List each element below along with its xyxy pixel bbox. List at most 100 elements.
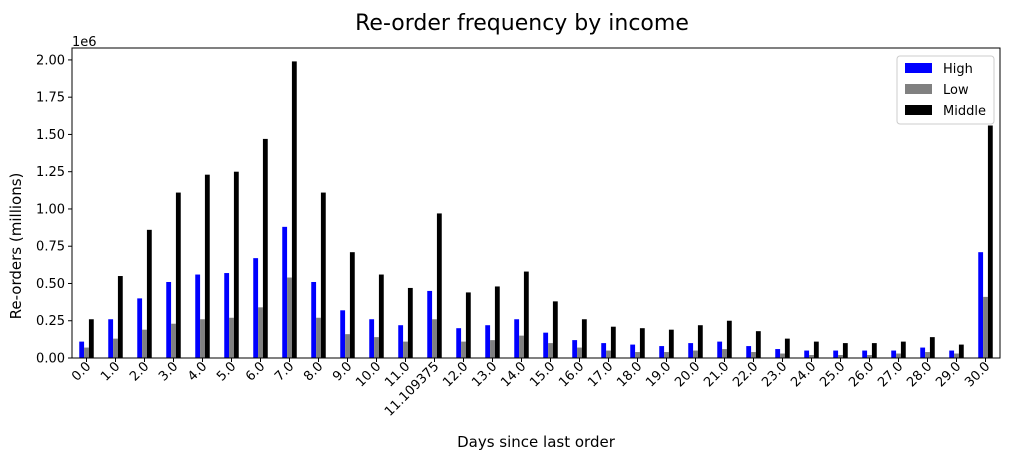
bar-high-21.0 xyxy=(717,341,723,358)
bar-low-27.0 xyxy=(896,353,901,358)
bar-low-7.0 xyxy=(287,277,292,358)
x-tick-label: 26.0 xyxy=(846,359,877,390)
bar-high-15.0 xyxy=(543,332,549,358)
bar-middle-21.0 xyxy=(726,320,732,358)
legend-swatch-low xyxy=(905,84,932,94)
y-offset-text: 1e6 xyxy=(72,35,97,50)
bar-low-1.0 xyxy=(113,338,118,359)
bar-middle-25.0 xyxy=(842,343,848,358)
bar-high-3.0 xyxy=(166,281,172,358)
x-tick-label: 21.0 xyxy=(701,359,732,390)
bar-high-18.0 xyxy=(630,344,636,358)
bar-low-4.0 xyxy=(200,319,205,358)
bar-middle-20.0 xyxy=(697,325,703,358)
bar-middle-12.0 xyxy=(465,292,471,358)
plot-frame xyxy=(71,47,1001,359)
bar-middle-11.0 xyxy=(407,287,413,358)
bar-middle-15.0 xyxy=(552,301,558,358)
x-tick-label: 30.0 xyxy=(962,359,993,390)
x-tick-label: 28.0 xyxy=(904,359,935,390)
bar-low-11.0 xyxy=(403,341,408,358)
x-tick-label: 27.0 xyxy=(875,359,906,390)
bar-high-24.0 xyxy=(804,350,810,358)
bars-layer xyxy=(79,61,993,359)
x-tick-label: 6.0 xyxy=(243,359,268,384)
x-tick-label: 7.0 xyxy=(272,359,297,384)
bar-high-26.0 xyxy=(862,350,868,358)
bar-low-25.0 xyxy=(838,355,843,358)
y-tick-label: 1.50 xyxy=(36,128,65,143)
bar-low-19.0 xyxy=(664,352,669,358)
x-tick-label: 1.0 xyxy=(98,359,123,384)
bar-middle-19.0 xyxy=(668,329,674,358)
y-tick-label: 2.00 xyxy=(36,53,65,68)
bar-high-17.0 xyxy=(601,343,607,358)
bar-low-17.0 xyxy=(606,350,611,358)
bar-middle-6.0 xyxy=(262,138,268,358)
x-tick-label: 0.0 xyxy=(69,359,94,384)
x-tick-label: 22.0 xyxy=(730,359,761,390)
bar-high-6.0 xyxy=(253,258,259,358)
bar-middle-7.0 xyxy=(291,61,297,358)
legend-label-high: High xyxy=(943,62,973,77)
bar-middle-23.0 xyxy=(784,338,790,359)
y-tick-label: 0.00 xyxy=(36,352,65,367)
y-tick-label: 1.00 xyxy=(36,202,65,217)
bar-middle-29.0 xyxy=(958,344,964,358)
bar-high-30.0 xyxy=(978,252,984,358)
bar-middle-27.0 xyxy=(900,341,906,358)
bar-low-22.0 xyxy=(751,352,756,358)
x-axis-label: Days since last order xyxy=(457,433,616,451)
x-tick-label: 8.0 xyxy=(301,359,326,384)
bar-high-5.0 xyxy=(224,273,230,358)
chart-title: Re-order frequency by income xyxy=(355,11,689,36)
bar-low-14.0 xyxy=(519,335,524,358)
bar-middle-11.109375 xyxy=(436,213,442,358)
x-tick-label: 13.0 xyxy=(469,359,500,390)
bar-high-25.0 xyxy=(833,350,839,358)
bar-low-12.0 xyxy=(461,341,466,358)
x-tick-label: 20.0 xyxy=(672,359,703,390)
bar-high-9.0 xyxy=(340,310,346,358)
bar-high-28.0 xyxy=(920,347,926,358)
bar-high-20.0 xyxy=(688,343,694,358)
x-tick-label: 15.0 xyxy=(527,359,558,390)
legend-label-low: Low xyxy=(943,83,969,98)
bar-high-1.0 xyxy=(108,319,114,358)
bar-middle-14.0 xyxy=(523,271,529,358)
bar-low-26.0 xyxy=(867,355,872,358)
bar-middle-28.0 xyxy=(929,337,935,358)
bar-middle-24.0 xyxy=(813,341,819,358)
x-tick-label: 9.0 xyxy=(330,359,355,384)
bar-high-0.0 xyxy=(79,341,85,358)
y-axis: 0.00 0.25 0.50 0.75 1.00 1.25 1.50 1.75 2.00 xyxy=(36,53,72,367)
bar-low-6.0 xyxy=(258,307,263,358)
bar-low-9.0 xyxy=(345,334,350,358)
bar-low-2.0 xyxy=(142,329,147,358)
bar-middle-0.0 xyxy=(88,319,94,358)
bar-middle-17.0 xyxy=(610,326,616,358)
bar-low-13.0 xyxy=(490,340,495,358)
x-tick-label: 25.0 xyxy=(817,359,848,390)
bar-high-23.0 xyxy=(775,349,781,358)
y-axis-label: Re-orders (millions) xyxy=(7,173,25,320)
x-tick-label: 12.0 xyxy=(440,359,471,390)
x-axis: 0.0 1.0 2.0 3.0 4.0 5.0 6.0 7.0 8.0 9.010.011.011… xyxy=(69,358,993,420)
legend-label-middle: Middle xyxy=(943,104,986,119)
x-tick-label: 2.0 xyxy=(127,359,152,384)
bar-high-8.0 xyxy=(311,281,317,358)
bar-high-16.0 xyxy=(572,340,578,358)
legend: High Low Middle xyxy=(896,55,995,125)
bar-high-2.0 xyxy=(137,298,143,358)
bar-middle-18.0 xyxy=(639,328,645,358)
bar-high-27.0 xyxy=(891,350,897,358)
bar-low-15.0 xyxy=(548,343,553,358)
bar-middle-13.0 xyxy=(494,286,500,358)
bar-high-14.0 xyxy=(514,319,520,358)
x-tick-label: 23.0 xyxy=(759,359,790,390)
bar-low-0.0 xyxy=(84,347,89,358)
bar-high-22.0 xyxy=(746,346,752,358)
bar-low-29.0 xyxy=(954,353,959,358)
x-tick-label: 19.0 xyxy=(643,359,674,390)
bar-low-30.0 xyxy=(983,296,988,358)
